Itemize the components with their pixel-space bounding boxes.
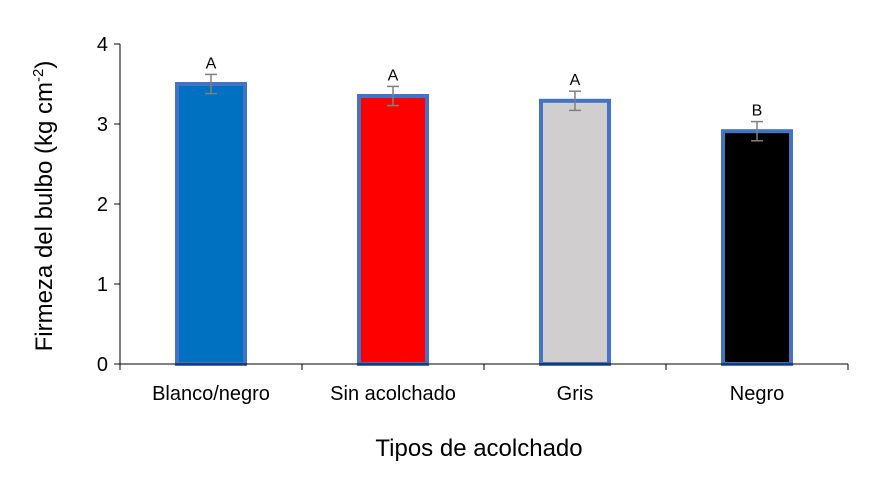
bars-layer — [175, 82, 793, 367]
bar — [539, 98, 611, 367]
y-axis-title-superscript: -2 — [30, 69, 47, 82]
y-tick-label: 1 — [97, 274, 108, 296]
x-category-label: Gris — [557, 383, 594, 405]
significance-labels-layer: A A A B — [206, 55, 763, 119]
y-tick-label: 3 — [97, 114, 108, 136]
y-tick-label: 4 — [97, 34, 108, 56]
y-axis-title-main: Firmeza del bulbo (kg cm — [31, 82, 58, 351]
bar — [721, 129, 793, 366]
y-tick-label: 0 — [97, 354, 108, 376]
significance-letter: B — [752, 103, 763, 120]
x-category-label: Blanco/negro — [152, 383, 270, 405]
bar — [175, 82, 247, 366]
y-tick-label: 2 — [97, 194, 108, 216]
significance-letter: A — [206, 55, 217, 72]
error-bars-layer — [205, 73, 763, 142]
y-axis-title: Firmeza del bulbo (kg cm-2) — [30, 61, 58, 352]
x-category-label: Sin acolchado — [330, 383, 456, 405]
significance-letter: A — [388, 67, 399, 84]
x-ticks-layer: Blanco/negro Sin acolchado Gris Negro — [119, 364, 849, 405]
x-category-label: Negro — [730, 383, 784, 405]
bar — [357, 94, 429, 366]
y-axis-title-end: ) — [31, 61, 58, 69]
y-ticks-layer: 0 1 2 3 4 — [97, 34, 120, 376]
significance-letter: A — [570, 72, 581, 89]
x-axis-title: Tipos de acolchado — [375, 435, 582, 462]
